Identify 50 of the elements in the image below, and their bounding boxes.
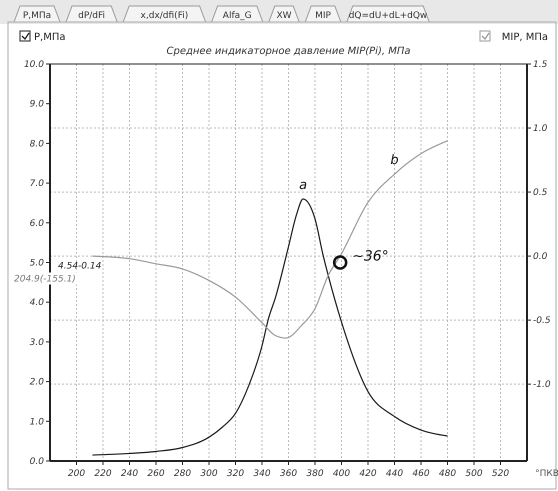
x-tick-label: 520: [492, 469, 510, 479]
y2-tick-label: -1.0: [533, 380, 551, 390]
x-tick-label: 500: [465, 469, 483, 479]
y2-tick-label: 0.0: [533, 252, 548, 262]
annotation: b: [390, 153, 399, 168]
x-tick-label: 380: [306, 469, 324, 479]
x-tick-label: 300: [200, 469, 218, 479]
annotation: 4.54-0.14: [58, 262, 102, 272]
chart-title: Среднее индикаторное давление MIP(Pi), МПа: [166, 46, 411, 57]
y2-tick-label: 1.5: [533, 60, 548, 70]
x-tick-label: 240: [120, 469, 138, 479]
x-tick-label: 320: [226, 469, 244, 479]
text: XW: [276, 11, 292, 21]
x-tick-label: 360: [280, 469, 298, 479]
x-tick-label: 260: [147, 469, 165, 479]
x-tick-label: 400: [332, 469, 350, 479]
y-tick-label: 0.0: [30, 457, 44, 467]
y-tick-label: 8.0: [30, 139, 44, 150]
x-tick-label: 340: [253, 469, 271, 479]
y-tick-label: 6.0: [30, 218, 44, 229]
x-tick-label: 200: [68, 469, 86, 479]
y-tick-label: 7.0: [30, 179, 44, 190]
y2-tick-label: 1.0: [533, 124, 548, 134]
x-tick-label: 280: [174, 469, 192, 479]
x-tick-label: 480: [438, 469, 456, 479]
annotation: ~36°: [352, 248, 389, 264]
legend-label: P,МПа: [34, 32, 66, 43]
y-tick-label: 1.0: [30, 417, 44, 428]
y-tick-label: 5.0: [30, 258, 44, 268]
text: MIP: [315, 11, 332, 21]
x-tick-label: 440: [386, 469, 404, 479]
y-tick-label: 3.0: [30, 338, 44, 348]
text: Alfa_G: [222, 11, 252, 21]
y2-tick-label: -0.5: [533, 316, 551, 326]
x-axis-title: °ПКВ: [535, 469, 558, 479]
annotation: 204.9(-155.1): [14, 274, 76, 284]
annotation: a: [299, 178, 308, 193]
y-tick-label: 2.0: [30, 378, 44, 388]
y-tick-label: 9.0: [30, 100, 44, 110]
text: dQ=dU+dL+dQw: [348, 11, 428, 21]
x-tick-label: 460: [412, 469, 430, 479]
y2-tick-label: 0.5: [533, 188, 548, 198]
y-tick-label: 10.0: [24, 60, 44, 70]
text: x,dx/dfi(Fi): [140, 11, 188, 21]
text: P,МПа: [22, 11, 52, 21]
text: dP/dFi: [78, 11, 106, 21]
legend-label: MIP, МПа: [502, 32, 548, 43]
y-tick-label: 4.0: [30, 298, 44, 308]
x-tick-label: 220: [94, 469, 112, 479]
x-tick-label: 420: [359, 469, 377, 479]
